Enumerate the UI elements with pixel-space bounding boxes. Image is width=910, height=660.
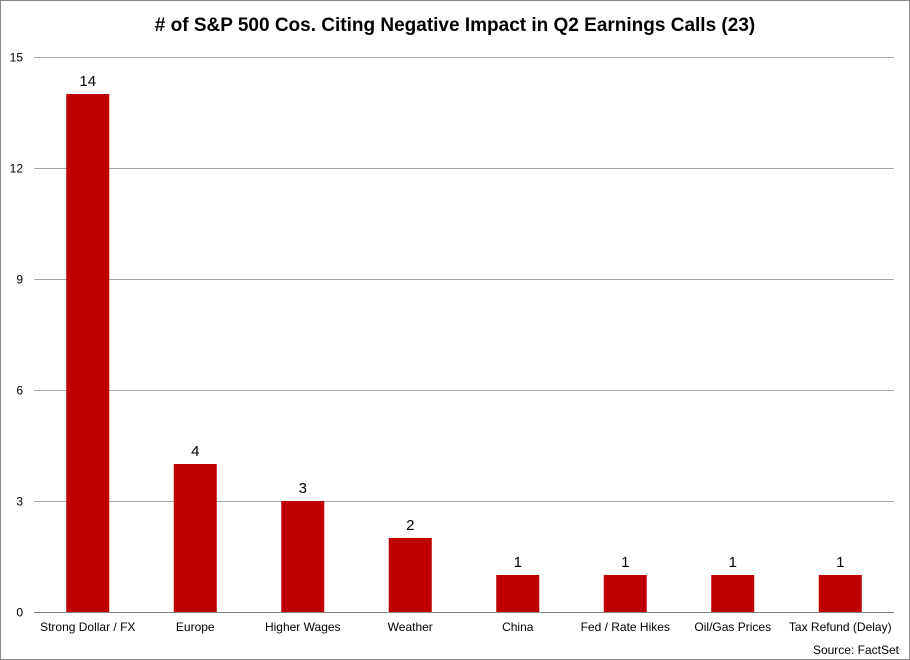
gridlines (34, 57, 894, 502)
bar (603, 575, 647, 612)
bar (173, 464, 217, 612)
x-axis-categories: Strong Dollar / FX Europe Higher Wages Weat… (40, 620, 892, 634)
y-axis-ticks: 0 3 6 9 12 15 (10, 51, 24, 620)
category-label: Weather (388, 620, 433, 634)
y-tick-label: 9 (16, 273, 23, 287)
data-label: 2 (406, 517, 414, 534)
y-tick-label: 3 (16, 495, 23, 509)
y-tick-label: 15 (10, 51, 24, 65)
bar (818, 575, 862, 612)
data-label: 4 (191, 443, 199, 460)
category-label: Strong Dollar / FX (40, 620, 135, 634)
data-labels: 14 4 3 2 1 1 1 1 (79, 73, 844, 571)
bar (496, 575, 540, 612)
y-tick-label: 12 (10, 162, 24, 176)
data-label: 1 (514, 554, 522, 571)
bar (66, 94, 110, 612)
category-label: Europe (176, 620, 215, 634)
bar (388, 538, 432, 612)
bar (711, 575, 755, 612)
y-tick-label: 6 (16, 384, 23, 398)
data-label: 1 (621, 554, 629, 571)
y-tick-label: 0 (16, 606, 23, 620)
bar (281, 501, 325, 612)
source-note: Source: FactSet (813, 643, 900, 657)
bars (66, 94, 862, 612)
category-label: Fed / Rate Hikes (581, 620, 670, 634)
category-label: China (502, 620, 534, 634)
category-label: Higher Wages (265, 620, 341, 634)
data-label: 1 (729, 554, 737, 571)
data-label: 1 (836, 554, 844, 571)
category-label: Oil/Gas Prices (694, 620, 771, 634)
chart-title: # of S&P 500 Cos. Citing Negative Impact… (155, 15, 755, 36)
data-label: 3 (299, 480, 307, 497)
category-label: Tax Refund (Delay) (789, 620, 892, 634)
data-label: 14 (79, 73, 96, 90)
